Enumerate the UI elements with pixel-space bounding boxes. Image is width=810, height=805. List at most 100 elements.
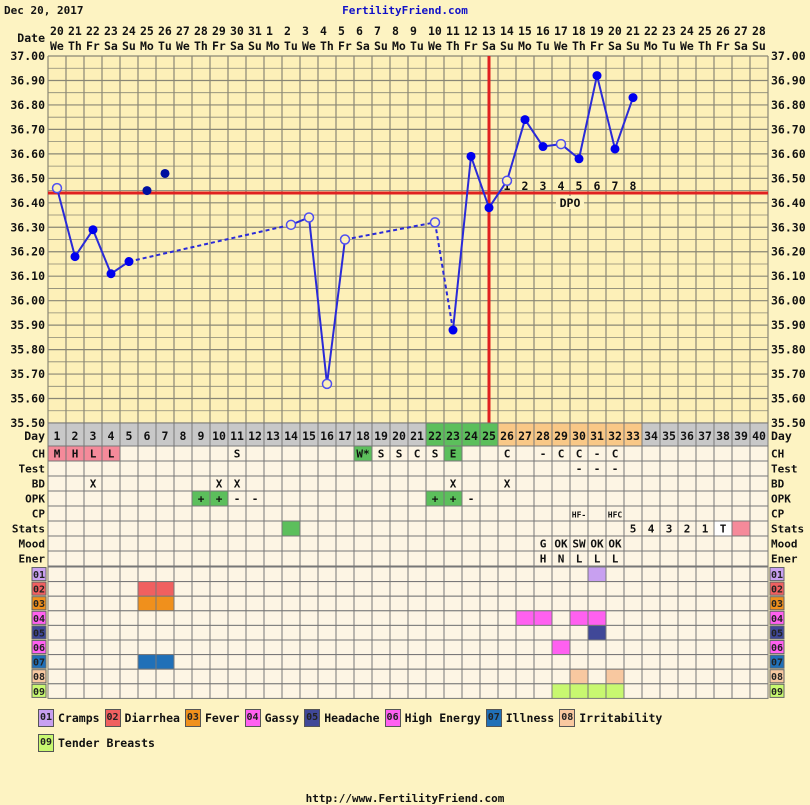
row-cell[interactable] xyxy=(461,475,481,492)
symptom-cell[interactable] xyxy=(533,581,553,597)
symptom-cell[interactable] xyxy=(317,639,337,656)
symptom-cell[interactable] xyxy=(173,610,193,626)
symptom-cell[interactable] xyxy=(443,566,463,583)
symptom-cell[interactable] xyxy=(479,654,499,670)
row-cell[interactable] xyxy=(659,505,679,522)
row-cell[interactable] xyxy=(497,460,517,477)
symptom-cell[interactable] xyxy=(605,654,625,670)
row-cell[interactable] xyxy=(479,490,499,507)
symptom-cell[interactable] xyxy=(425,668,445,685)
row-cell[interactable] xyxy=(731,490,751,507)
row-cell[interactable] xyxy=(137,460,157,477)
symptom-cell[interactable] xyxy=(209,566,229,583)
symptom-cell[interactable] xyxy=(551,668,571,685)
row-cell[interactable] xyxy=(407,535,427,552)
temp-point-day-3[interactable] xyxy=(88,225,98,235)
row-cell[interactable] xyxy=(443,550,463,567)
symptom-cell[interactable] xyxy=(587,668,607,685)
symptom-cell[interactable] xyxy=(443,610,463,626)
row-cell[interactable] xyxy=(443,535,463,552)
row-cell[interactable] xyxy=(317,475,337,492)
symptom-cell[interactable] xyxy=(569,654,589,670)
temp-point-day-25[interactable] xyxy=(484,203,494,213)
symptom-cell[interactable] xyxy=(659,639,679,656)
symptom-cell[interactable] xyxy=(479,566,499,583)
symptom-cell[interactable] xyxy=(551,581,571,597)
symptom-cell[interactable] xyxy=(713,683,733,699)
row-cell[interactable] xyxy=(65,550,85,567)
row-cell[interactable] xyxy=(731,460,751,477)
row-cell[interactable] xyxy=(209,445,229,462)
symptom-cell[interactable] xyxy=(353,610,373,626)
symptom-cell[interactable] xyxy=(677,683,697,699)
symptom-cell[interactable] xyxy=(695,683,715,699)
symptom-cell[interactable] xyxy=(281,624,301,641)
row-cell[interactable] xyxy=(695,535,715,552)
symptom-cell[interactable] xyxy=(569,566,589,583)
row-cell[interactable] xyxy=(461,505,481,522)
temp-point-day-17[interactable] xyxy=(339,234,351,245)
row-cell[interactable] xyxy=(623,460,643,477)
symptom-cell[interactable] xyxy=(335,639,355,656)
row-cell[interactable] xyxy=(623,505,643,522)
symptom-cell[interactable] xyxy=(353,683,373,699)
row-cell[interactable] xyxy=(641,535,661,552)
symptom-cell[interactable] xyxy=(371,668,391,685)
temp-point-day-22[interactable] xyxy=(429,217,441,228)
row-cell[interactable] xyxy=(407,520,427,537)
row-cell[interactable] xyxy=(551,460,571,477)
row-cell[interactable] xyxy=(677,550,697,567)
row-cell[interactable] xyxy=(713,490,733,507)
symptom-cell[interactable] xyxy=(605,683,625,699)
row-cell[interactable] xyxy=(83,520,103,537)
row-cell[interactable] xyxy=(659,445,679,462)
symptom-cell[interactable] xyxy=(407,581,427,597)
symptom-cell[interactable] xyxy=(137,566,157,583)
symptom-cell[interactable] xyxy=(587,566,607,583)
symptom-cell[interactable] xyxy=(119,566,139,583)
symptom-cell[interactable] xyxy=(659,654,679,670)
temp-point-day-5[interactable] xyxy=(124,257,134,267)
symptom-cell[interactable] xyxy=(443,683,463,699)
row-cell[interactable] xyxy=(551,475,571,492)
symptom-cell[interactable] xyxy=(65,624,85,641)
symptom-cell[interactable] xyxy=(281,668,301,685)
symptom-cell[interactable] xyxy=(425,581,445,597)
row-cell[interactable] xyxy=(65,460,85,477)
row-cell[interactable] xyxy=(371,535,391,552)
row-cell[interactable] xyxy=(209,535,229,552)
symptom-cell[interactable] xyxy=(659,581,679,597)
symptom-cell[interactable] xyxy=(173,683,193,699)
symptom-cell[interactable] xyxy=(191,639,211,656)
row-cell[interactable] xyxy=(443,505,463,522)
symptom-cell[interactable] xyxy=(335,595,355,612)
row-cell[interactable] xyxy=(389,520,409,537)
row-cell[interactable] xyxy=(713,445,733,462)
symptom-cell[interactable] xyxy=(281,581,301,597)
row-cell[interactable] xyxy=(425,535,445,552)
row-cell[interactable] xyxy=(65,475,85,492)
symptom-cell[interactable] xyxy=(695,639,715,656)
symptom-cell[interactable] xyxy=(47,581,67,597)
row-cell[interactable] xyxy=(731,520,751,537)
row-cell[interactable] xyxy=(101,460,121,477)
row-cell[interactable] xyxy=(353,475,373,492)
symptom-cell[interactable] xyxy=(425,654,445,670)
row-cell[interactable] xyxy=(461,520,481,537)
row-cell[interactable] xyxy=(155,550,175,567)
row-cell[interactable] xyxy=(299,520,319,537)
row-cell[interactable] xyxy=(263,520,283,537)
row-cell[interactable] xyxy=(425,505,445,522)
row-cell[interactable] xyxy=(389,550,409,567)
row-cell[interactable] xyxy=(479,445,499,462)
symptom-cell[interactable] xyxy=(155,610,175,626)
symptom-cell[interactable] xyxy=(425,566,445,583)
row-cell[interactable] xyxy=(533,475,553,492)
symptom-cell[interactable] xyxy=(569,668,589,685)
symptom-cell[interactable] xyxy=(551,683,571,699)
row-cell[interactable] xyxy=(641,505,661,522)
symptom-cell[interactable] xyxy=(245,639,265,656)
row-cell[interactable] xyxy=(281,445,301,462)
symptom-cell[interactable] xyxy=(83,683,103,699)
symptom-cell[interactable] xyxy=(83,654,103,670)
